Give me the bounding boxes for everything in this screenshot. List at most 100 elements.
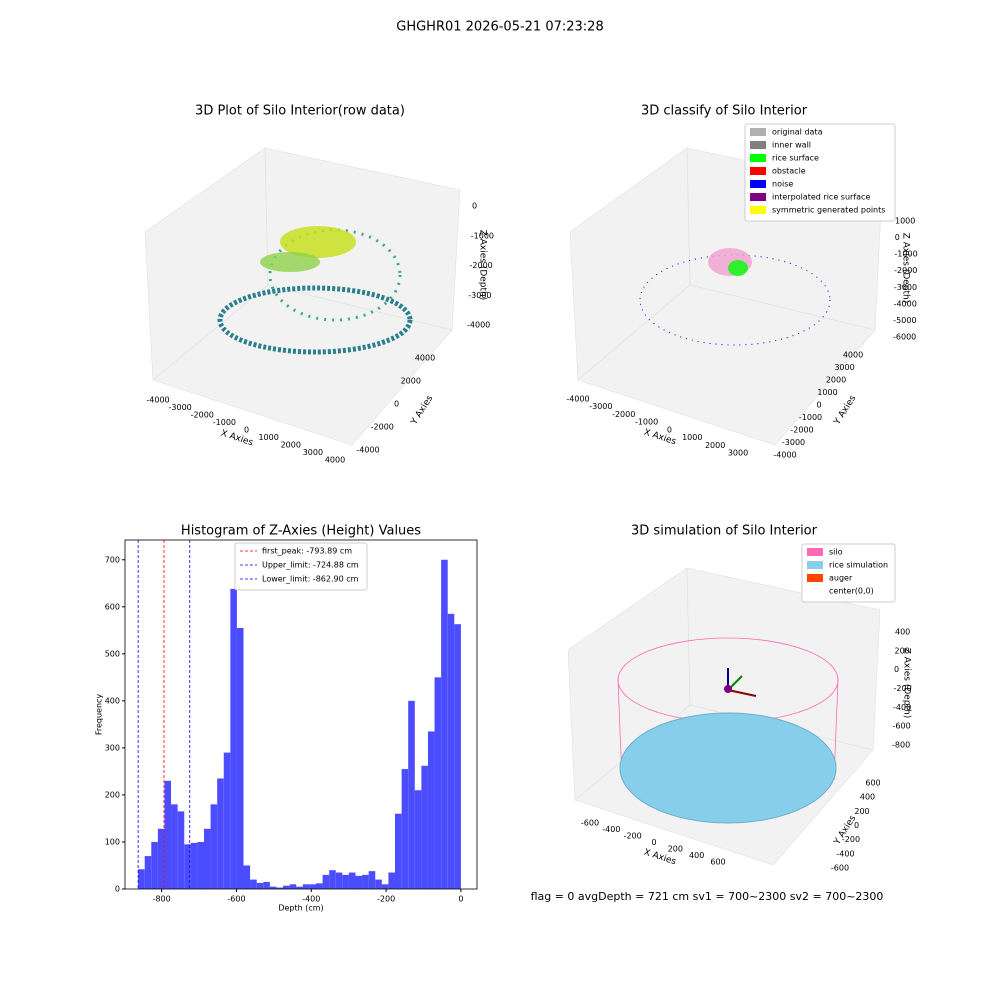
bar	[151, 841, 158, 889]
bar	[362, 874, 369, 889]
legend-label: symmetric generated points	[772, 206, 885, 215]
z-tick-label: -1000	[471, 231, 494, 240]
x-tick-label: 1000	[682, 433, 702, 442]
bar	[434, 677, 442, 889]
bar	[441, 559, 448, 889]
z-tick-label: -4000	[894, 299, 917, 308]
bar	[342, 874, 349, 889]
x-tick-label: 0	[244, 426, 249, 435]
legend-swatch	[807, 587, 823, 595]
x-tick-label: 0	[651, 838, 656, 847]
x-tick-label: 3000	[728, 449, 748, 458]
bar	[164, 780, 172, 889]
x-tick-label: 600	[710, 858, 725, 867]
legend-box	[744, 123, 896, 222]
y-tick-label: 200	[105, 790, 120, 799]
x-tick-label: 1000	[258, 433, 278, 442]
x-tick-label: -200	[377, 895, 395, 904]
bar	[256, 882, 264, 889]
y-tick-label: -400	[836, 849, 854, 858]
bar	[289, 884, 297, 889]
chart-title: Histogram of Z-Axies (Height) Values	[181, 524, 421, 539]
z-tick-label: -400	[893, 703, 911, 712]
y-tick-label: 2000	[401, 377, 421, 386]
y-axis-label: Y Axies	[832, 394, 858, 428]
z-tick-label: 0	[472, 202, 477, 211]
legend-swatch	[750, 128, 766, 136]
bar	[223, 752, 231, 889]
bar	[355, 875, 363, 889]
y-tick-label: -4000	[773, 451, 796, 460]
y-tick-label: 200	[854, 807, 869, 816]
x-tick-label: 3000	[303, 448, 323, 457]
legend-label: Upper_limit: -724.88 cm	[262, 561, 359, 570]
z-tick-label: 1000	[895, 217, 915, 226]
x-tick-label: -4000	[146, 396, 169, 405]
point-ring	[268, 228, 402, 322]
z-tick-label: -3000	[894, 283, 917, 292]
legend-swatch	[750, 141, 766, 149]
y-tick-label: 3000	[834, 363, 854, 372]
z-tick-label: -4000	[467, 321, 490, 330]
y-tick-label: 700	[105, 555, 120, 564]
legend-label: Lower_limit: -862.90 cm	[262, 575, 359, 584]
bar	[454, 624, 461, 889]
z-tick-label: -200	[894, 684, 912, 693]
x-tick-label: -400	[602, 825, 620, 834]
chart-title: 3D Plot of Silo Interior(row data)	[195, 104, 405, 119]
bar	[243, 865, 251, 889]
bar	[250, 879, 257, 889]
bar	[236, 627, 244, 889]
z-axis-label: Z Axies (Depth)	[478, 230, 488, 301]
y-tick-label: 4000	[843, 351, 863, 360]
bar	[276, 887, 284, 889]
x-tick-label: -4000	[566, 395, 589, 404]
x-tick-label: -3000	[169, 403, 192, 412]
z-tick-label: -3000	[468, 291, 491, 300]
z-tick-label: -2000	[470, 261, 493, 270]
x-tick-label: 200	[668, 845, 683, 854]
x-tick-label: -600	[227, 895, 245, 904]
legend-swatch	[750, 180, 766, 188]
legend-label: obstacle	[772, 167, 806, 176]
bar	[421, 765, 428, 889]
x-tick-label: -600	[581, 819, 599, 828]
legend-label: interpolated rice surface	[772, 193, 870, 202]
point-cloud	[260, 252, 320, 272]
y-tick-label: -4000	[356, 446, 379, 455]
y-tick-label: -2000	[790, 426, 813, 435]
point-cloud	[280, 226, 356, 258]
bar	[171, 804, 178, 889]
legend-box	[234, 542, 368, 591]
legend-label: rice surface	[772, 154, 819, 163]
bar	[388, 872, 396, 889]
bar	[184, 844, 191, 889]
y-tick-label: 0	[115, 885, 120, 894]
y-tick-label: -3000	[782, 438, 805, 447]
y-tick-label: 0	[854, 821, 859, 830]
y-tick-label: 2000	[826, 376, 846, 385]
bar	[204, 828, 211, 889]
x-tick-label: 2000	[705, 441, 725, 450]
bar	[408, 700, 415, 889]
bar	[309, 884, 316, 889]
legend-label: auger	[829, 574, 853, 583]
bar	[197, 841, 205, 889]
x-tick-label: 400	[689, 851, 704, 860]
bar	[329, 870, 336, 889]
bar	[302, 884, 310, 889]
y-axis-label: Y Axies	[409, 394, 435, 428]
bar	[296, 886, 303, 889]
bar	[381, 884, 389, 889]
rice-surface	[619, 712, 837, 824]
bar	[157, 828, 165, 889]
z-tick-label: -600	[893, 722, 911, 731]
y-axis-label: Frequency	[95, 694, 104, 736]
pane	[152, 284, 453, 446]
legend-swatch	[750, 193, 766, 201]
y-tick-label: 600	[865, 779, 880, 788]
x-tick-label: -3000	[589, 402, 612, 411]
x-tick-label: 0	[667, 425, 672, 434]
bar	[138, 869, 145, 889]
x-tick-label: -2000	[612, 410, 635, 419]
